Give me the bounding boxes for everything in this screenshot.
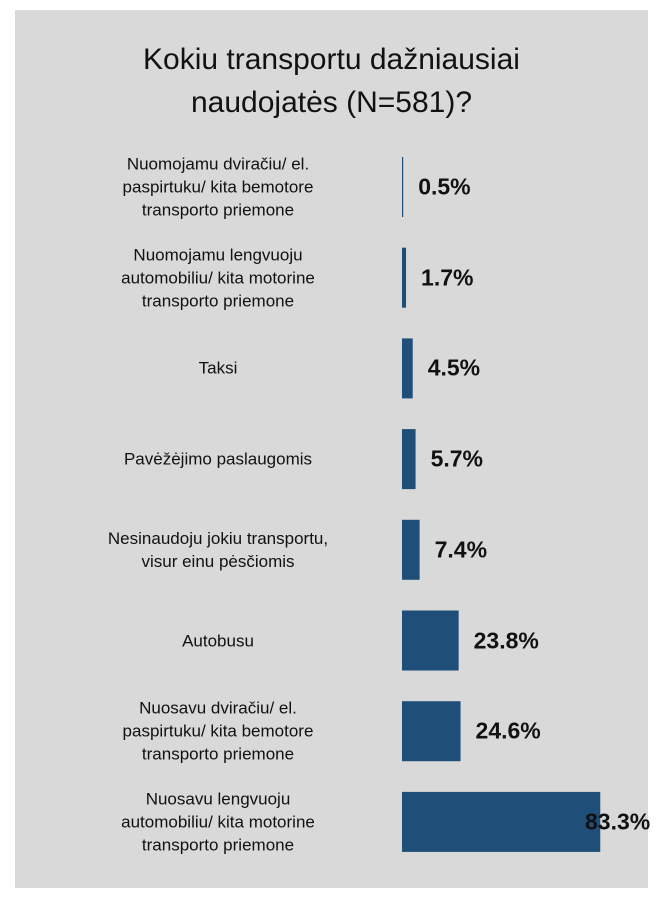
bar [402, 610, 459, 671]
category-label: Nuosavu dviračiu/ el. paspirtuku/ kita b… [122, 698, 314, 764]
bar [402, 519, 420, 580]
value-label: 4.5% [427, 354, 481, 381]
bar [402, 429, 416, 490]
bar [402, 791, 601, 852]
chart-background [15, 10, 648, 888]
value-label: 83.3% [585, 808, 651, 835]
bar [402, 338, 413, 399]
value-label: 23.8% [473, 627, 539, 653]
category-label: Nesinaudoju jokiu transportu, visur einu… [107, 528, 329, 571]
category-label: Nuomojamu dviračiu/ el. paspirtuku/ kita… [122, 154, 314, 220]
category-label: Pavėžėjimo paslaugomis [123, 449, 313, 469]
category-label: Nuomojamu lengvuoju automobiliu/ kita mo… [121, 245, 315, 311]
category-label: Autobusu [182, 631, 254, 650]
value-label: 1.7% [421, 264, 474, 291]
bar [402, 701, 461, 762]
chart-title: Kokiu transportu dažniausiai naudojatės … [143, 43, 520, 119]
category-label: Nuosavu lengvuoju automobiliu/ kita moto… [121, 789, 315, 855]
category-label: Taksi [198, 358, 238, 378]
value-label: 5.7% [430, 445, 483, 472]
bar [402, 247, 407, 308]
value-label: 0.5% [418, 173, 471, 200]
bar [402, 157, 404, 217]
value-label: 7.4% [434, 536, 488, 563]
value-label: 24.6% [475, 717, 541, 744]
